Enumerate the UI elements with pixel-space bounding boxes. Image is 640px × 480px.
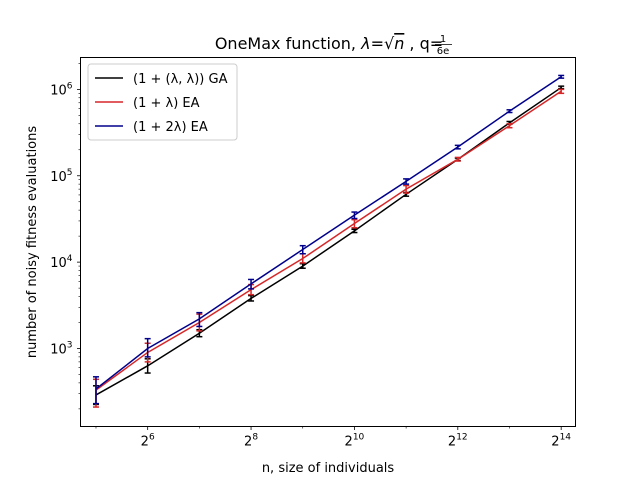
x-tick-label: 26 — [141, 433, 155, 450]
x-axis-label: n, size of individuals — [262, 461, 395, 476]
y-tick-label: 103 — [50, 340, 72, 357]
y-axis-label: number of noisy fitness evaluations — [25, 126, 40, 359]
series-line — [95, 90, 562, 391]
legend-label-ga: (1 + (λ, λ)) GA — [133, 72, 228, 87]
title-prefix: OneMax function, — [215, 34, 361, 53]
legend-box — [87, 63, 238, 141]
series-layer — [92, 74, 565, 408]
y-tick-label: 106 — [50, 81, 73, 98]
series-line — [95, 76, 562, 390]
title-sqrt: √ — [384, 34, 395, 53]
title-eq: = — [371, 34, 384, 53]
legend-label-ea: (1 + λ) EA — [133, 96, 200, 111]
title-frac-num: 1 — [440, 34, 446, 45]
x-tick-label: 210 — [345, 433, 365, 450]
legend-label-ea-2lambda: (1 + 2λ) EA — [133, 120, 208, 135]
title-n: n — [394, 34, 404, 53]
series-2 — [92, 74, 565, 405]
x-tick-label: 28 — [244, 433, 258, 450]
title-lambda: λ — [360, 34, 370, 53]
x-tick-label: 212 — [448, 433, 468, 450]
title-mid: , q= — [404, 34, 443, 53]
x-axis: 26 28 210 212 214 — [95, 426, 571, 450]
title-frac-den: 6e — [437, 46, 450, 57]
chart-title: OneMax function, λ=√n , q= — [215, 34, 443, 53]
y-tick-label: 104 — [50, 254, 73, 271]
y-axis: 103 104 105 106 — [50, 63, 81, 410]
plot-frame — [80, 57, 576, 427]
series-line — [95, 86, 562, 396]
legend: (1 + (λ, λ)) GA (1 + λ) EA (1 + 2λ) EA — [87, 63, 238, 141]
x-tick-label: 214 — [551, 433, 571, 450]
y-tick-label: 105 — [50, 168, 72, 185]
